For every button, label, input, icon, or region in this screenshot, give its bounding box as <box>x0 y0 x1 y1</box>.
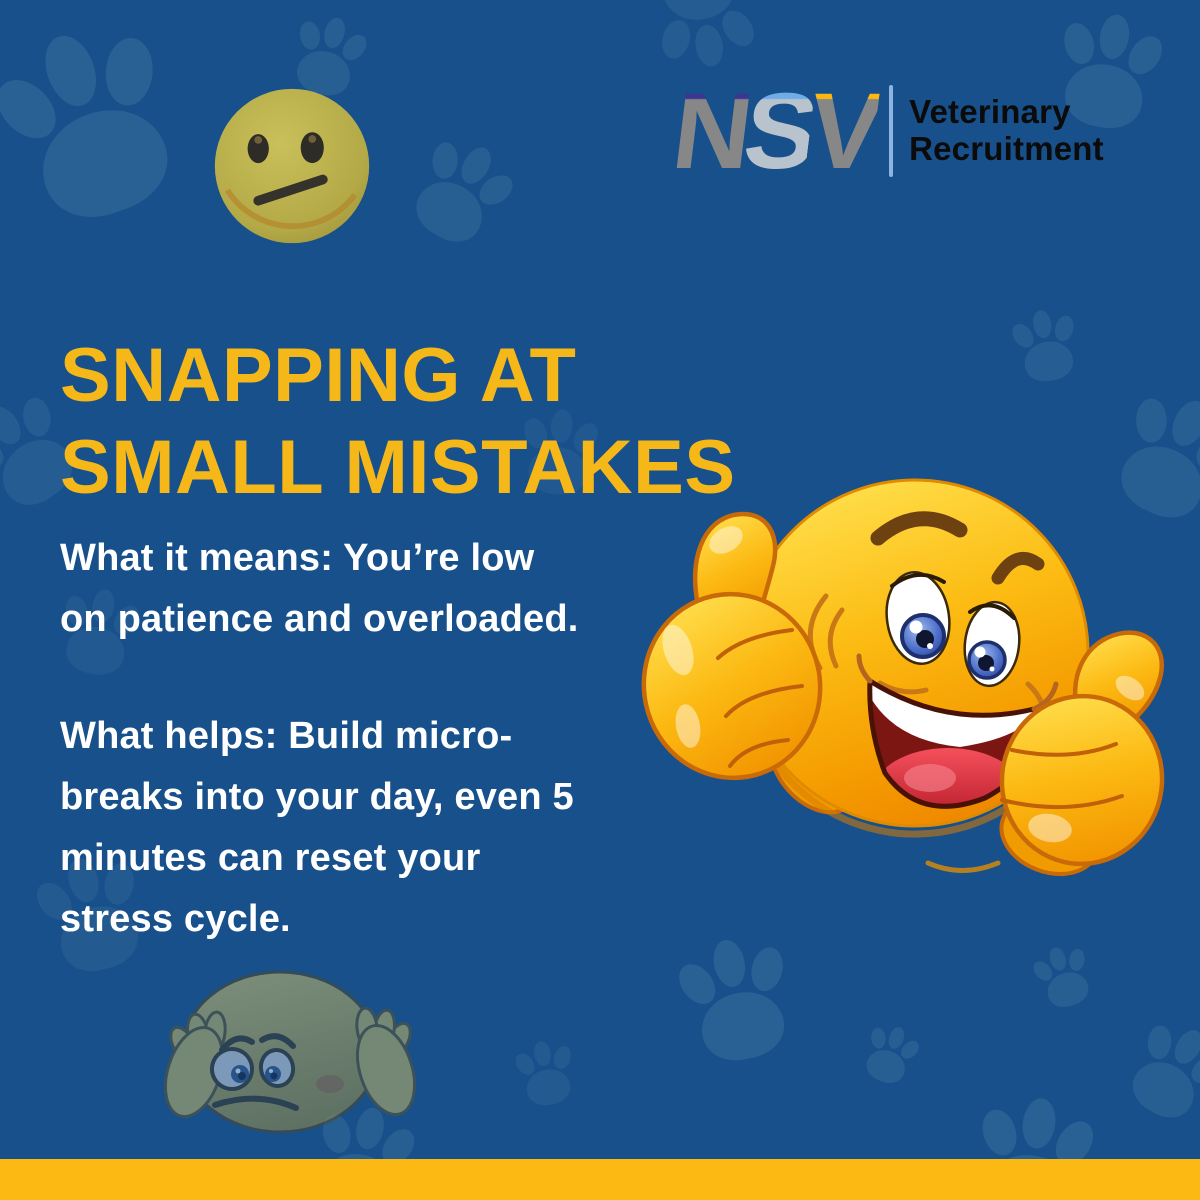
logo-letter-n: N <box>666 70 753 191</box>
body-text-line: What it means: You’re low <box>60 537 535 579</box>
stressed-emoji-icon <box>163 970 417 1134</box>
thumbs-up-emoji-icon <box>641 478 1165 876</box>
nsv-logo-letters: N S V <box>666 70 883 191</box>
what-helps-paragraph: What helps: Build micro- breaks into you… <box>60 706 700 950</box>
logo-divider <box>889 85 894 178</box>
left-thumb-up <box>641 511 823 781</box>
logo-letter-v: V <box>802 70 883 191</box>
brand-name: Veterinary Recruitment <box>909 93 1104 168</box>
body-text-line: minutes can reset your <box>60 837 481 879</box>
page-title: SNAPPING AT SMALL MISTAKES <box>60 330 736 514</box>
what-it-means-paragraph: What it means: You’re low on patience an… <box>60 528 700 650</box>
body-text-line: stress cycle. <box>60 898 291 940</box>
body-text-line: on patience and overloaded. <box>60 598 579 640</box>
body-text-line: breaks into your day, even 5 <box>60 776 574 818</box>
brand-line-2: Recruitment <box>909 130 1104 168</box>
confused-emoji-icon <box>214 88 370 244</box>
brand-line-1: Veterinary <box>909 93 1071 131</box>
nsv-logo: N S V Veterinary Recruitment <box>667 70 1104 191</box>
body-copy: What it means: You’re low on patience an… <box>60 528 700 950</box>
page-title-line-2: SMALL MISTAKES <box>60 425 736 510</box>
right-thumb-up <box>999 630 1165 867</box>
bottom-accent-bar <box>0 1159 1200 1200</box>
page-title-line-1: SNAPPING AT <box>60 333 577 418</box>
body-text-line: What helps: Build micro- <box>60 715 513 757</box>
